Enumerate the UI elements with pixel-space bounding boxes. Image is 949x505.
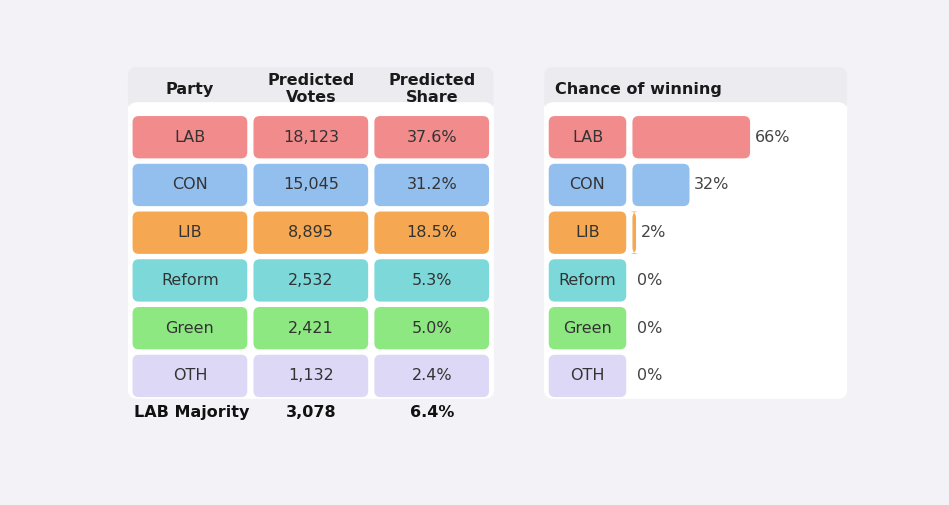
FancyBboxPatch shape <box>253 259 368 301</box>
Text: 0%: 0% <box>637 369 662 383</box>
Text: 31.2%: 31.2% <box>406 177 457 192</box>
Text: 0%: 0% <box>637 321 662 336</box>
FancyBboxPatch shape <box>133 307 248 349</box>
Text: OTH: OTH <box>173 369 207 383</box>
Text: OTH: OTH <box>570 369 605 383</box>
Text: CON: CON <box>569 177 605 192</box>
FancyBboxPatch shape <box>630 212 639 254</box>
Text: 15,045: 15,045 <box>283 177 339 192</box>
FancyBboxPatch shape <box>253 164 368 206</box>
Text: 6.4%: 6.4% <box>410 405 454 420</box>
Text: 2,532: 2,532 <box>288 273 334 288</box>
Text: LIB: LIB <box>177 225 202 240</box>
Text: 2,421: 2,421 <box>288 321 334 336</box>
Text: Chance of winning: Chance of winning <box>555 82 722 96</box>
FancyBboxPatch shape <box>549 259 626 301</box>
FancyBboxPatch shape <box>544 67 847 112</box>
FancyBboxPatch shape <box>549 307 626 349</box>
Text: Reform: Reform <box>559 273 616 288</box>
FancyBboxPatch shape <box>374 259 489 301</box>
Text: 1,132: 1,132 <box>288 369 334 383</box>
Text: CON: CON <box>172 177 208 192</box>
Text: 8,895: 8,895 <box>288 225 334 240</box>
Text: LAB Majority: LAB Majority <box>134 405 250 420</box>
FancyBboxPatch shape <box>253 212 368 254</box>
Text: 2%: 2% <box>641 225 666 240</box>
FancyBboxPatch shape <box>374 212 489 254</box>
FancyBboxPatch shape <box>544 102 847 398</box>
FancyBboxPatch shape <box>374 164 489 206</box>
Text: LAB: LAB <box>572 130 604 145</box>
Text: Reform: Reform <box>161 273 219 288</box>
Text: 66%: 66% <box>754 130 791 145</box>
FancyBboxPatch shape <box>632 164 690 206</box>
Text: LAB: LAB <box>175 130 206 145</box>
FancyBboxPatch shape <box>374 355 489 397</box>
FancyBboxPatch shape <box>133 355 248 397</box>
Text: Green: Green <box>563 321 612 336</box>
FancyBboxPatch shape <box>549 164 626 206</box>
FancyBboxPatch shape <box>133 164 248 206</box>
Text: LIB: LIB <box>575 225 600 240</box>
Text: 2.4%: 2.4% <box>412 369 452 383</box>
Text: 37.6%: 37.6% <box>406 130 457 145</box>
FancyBboxPatch shape <box>133 212 248 254</box>
FancyBboxPatch shape <box>253 116 368 159</box>
FancyBboxPatch shape <box>128 67 493 398</box>
FancyBboxPatch shape <box>374 116 489 159</box>
FancyBboxPatch shape <box>128 67 493 112</box>
FancyBboxPatch shape <box>549 355 626 397</box>
FancyBboxPatch shape <box>544 67 847 398</box>
FancyBboxPatch shape <box>549 212 626 254</box>
FancyBboxPatch shape <box>253 307 368 349</box>
Text: Predicted
Share: Predicted Share <box>388 73 475 105</box>
Text: Green: Green <box>165 321 214 336</box>
Text: 5.3%: 5.3% <box>412 273 452 288</box>
Text: 5.0%: 5.0% <box>412 321 452 336</box>
Text: 18,123: 18,123 <box>283 130 339 145</box>
Text: 0%: 0% <box>637 273 662 288</box>
Text: 32%: 32% <box>694 177 730 192</box>
FancyBboxPatch shape <box>133 116 248 159</box>
FancyBboxPatch shape <box>374 307 489 349</box>
Text: Predicted
Votes: Predicted Votes <box>268 73 354 105</box>
Text: Party: Party <box>166 82 214 96</box>
FancyBboxPatch shape <box>128 102 493 398</box>
FancyBboxPatch shape <box>253 355 368 397</box>
FancyBboxPatch shape <box>632 116 750 159</box>
Text: 3,078: 3,078 <box>286 405 336 420</box>
FancyBboxPatch shape <box>549 116 626 159</box>
FancyBboxPatch shape <box>133 259 248 301</box>
Text: 18.5%: 18.5% <box>406 225 457 240</box>
